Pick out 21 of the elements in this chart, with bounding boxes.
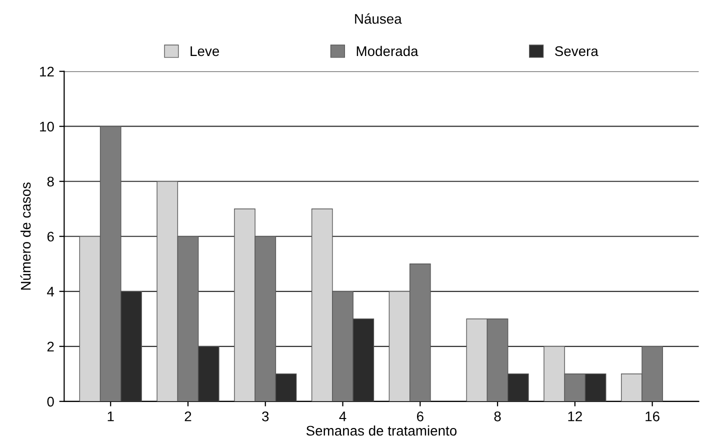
y-tick-label: 0 bbox=[47, 396, 54, 407]
y-tick-label: 8 bbox=[47, 176, 54, 187]
y-axis-title: Número de casos bbox=[20, 182, 31, 290]
x-tick-label: 4 bbox=[339, 412, 346, 422]
x-tick-label: 8 bbox=[494, 411, 501, 422]
x-tick-label: 16 bbox=[646, 411, 660, 422]
y-tick-label: 2 bbox=[47, 342, 54, 352]
legend-label: Severa bbox=[555, 46, 598, 56]
x-tick-label: 1 bbox=[108, 412, 114, 422]
legend-label: Leve bbox=[190, 46, 220, 56]
x-tick-label: 6 bbox=[416, 411, 424, 422]
x-tick-label: 12 bbox=[568, 411, 582, 422]
y-tick-label: 4 bbox=[47, 286, 54, 296]
y-tick-label: 6 bbox=[47, 232, 54, 242]
x-tick-label: 3 bbox=[262, 411, 269, 422]
x-tick-label: 2 bbox=[184, 411, 192, 422]
y-tick-label: 10 bbox=[40, 122, 54, 132]
x-axis-title: Semanas de tratamiento bbox=[306, 425, 457, 436]
y-tick-label: 12 bbox=[40, 66, 54, 76]
chart-title: Náusea bbox=[355, 13, 402, 24]
legend-label: Moderada bbox=[356, 46, 418, 56]
